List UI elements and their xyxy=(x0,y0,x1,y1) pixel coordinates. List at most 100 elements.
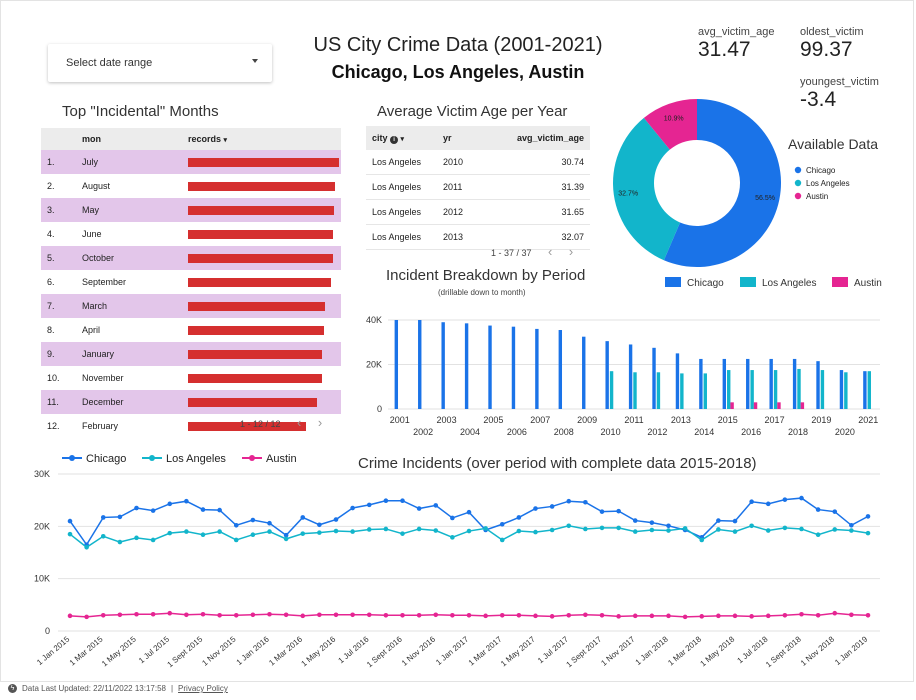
data-point[interactable] xyxy=(217,613,222,618)
data-point[interactable] xyxy=(233,613,239,618)
data-point[interactable] xyxy=(815,613,821,618)
data-point[interactable] xyxy=(732,518,738,524)
incident-breakdown-bar-chart[interactable]: Chicago Los Angeles Austin 0 20K 40K 20012002… xyxy=(360,270,915,440)
legend-label[interactable]: Los Angeles xyxy=(806,179,850,188)
data-point[interactable] xyxy=(333,612,339,618)
data-point[interactable] xyxy=(516,528,522,534)
bar-los-angeles[interactable] xyxy=(750,370,754,409)
data-point[interactable] xyxy=(150,537,156,543)
data-point[interactable] xyxy=(267,529,272,534)
data-point[interactable] xyxy=(350,612,355,618)
table-row[interactable]: 12. February xyxy=(41,414,341,438)
data-point[interactable] xyxy=(599,525,605,531)
data-point[interactable] xyxy=(865,613,871,618)
data-point[interactable] xyxy=(749,614,754,619)
scorecard-youngest-victim[interactable]: youngest_victim -3.4 xyxy=(800,76,879,112)
bar-chicago[interactable] xyxy=(769,358,773,409)
data-point[interactable] xyxy=(599,509,605,514)
data-point[interactable] xyxy=(167,501,173,507)
data-point[interactable] xyxy=(84,614,89,620)
data-point[interactable] xyxy=(765,528,771,533)
data-point[interactable] xyxy=(682,614,688,620)
chevron-right-icon[interactable]: › xyxy=(568,244,574,259)
bar-los-angeles[interactable] xyxy=(609,371,614,409)
bar-los-angeles[interactable] xyxy=(680,373,684,409)
data-point[interactable] xyxy=(233,537,239,543)
data-point[interactable] xyxy=(516,515,522,520)
data-point[interactable] xyxy=(616,614,621,619)
legend-label[interactable]: Chicago xyxy=(806,166,836,175)
column-header-yr[interactable]: yr xyxy=(439,126,494,150)
data-point[interactable] xyxy=(849,528,854,533)
data-point[interactable] xyxy=(765,501,771,507)
privacy-policy-link[interactable]: Privacy Policy xyxy=(178,684,228,693)
bar-chicago[interactable] xyxy=(792,358,797,409)
legend-label[interactable]: Los Angeles xyxy=(762,278,817,289)
bar-chicago[interactable] xyxy=(441,322,445,409)
data-point[interactable] xyxy=(716,613,721,619)
bar-los-angeles[interactable] xyxy=(797,368,801,409)
data-point[interactable] xyxy=(815,507,821,512)
data-point[interactable] xyxy=(499,521,505,527)
data-point[interactable] xyxy=(533,529,538,535)
data-point[interactable] xyxy=(283,532,289,538)
data-point[interactable] xyxy=(466,528,472,534)
data-point[interactable] xyxy=(499,613,505,618)
column-header-records[interactable]: records ▾ xyxy=(187,128,341,150)
series-line-chicago[interactable] xyxy=(69,497,869,547)
data-point[interactable] xyxy=(632,529,638,534)
data-point[interactable] xyxy=(549,504,555,509)
bar-los-angeles[interactable] xyxy=(867,371,871,409)
data-point[interactable] xyxy=(799,526,804,532)
table-row[interactable]: Los Angeles 2012 31.65 xyxy=(366,199,590,225)
table-row[interactable]: 9. January xyxy=(41,342,341,366)
data-point[interactable] xyxy=(566,523,572,529)
data-point[interactable] xyxy=(632,613,638,619)
data-point[interactable] xyxy=(716,527,721,532)
data-point[interactable] xyxy=(666,528,671,533)
data-point[interactable] xyxy=(765,613,771,619)
chevron-right-icon[interactable]: › xyxy=(317,415,323,430)
data-point[interactable] xyxy=(849,612,854,618)
bar-chicago[interactable] xyxy=(863,371,867,409)
bar-chicago[interactable] xyxy=(816,361,820,409)
legend-label[interactable]: Austin xyxy=(806,192,828,201)
data-point[interactable] xyxy=(300,515,306,520)
data-point[interactable] xyxy=(217,507,222,513)
data-point[interactable] xyxy=(67,613,73,619)
data-point[interactable] xyxy=(317,522,322,528)
donut-slice-los-angeles[interactable] xyxy=(613,117,681,261)
data-point[interactable] xyxy=(749,499,754,505)
data-point[interactable] xyxy=(233,522,239,528)
chevron-left-icon[interactable]: ‹ xyxy=(297,415,302,430)
data-point[interactable] xyxy=(583,612,588,618)
bar-austin[interactable] xyxy=(800,402,805,409)
table-row[interactable]: 10. November xyxy=(41,366,341,390)
bar-chicago[interactable] xyxy=(511,326,516,409)
bar-chicago[interactable] xyxy=(582,336,586,409)
data-point[interactable] xyxy=(583,499,588,505)
data-point[interactable] xyxy=(416,506,422,511)
data-point[interactable] xyxy=(117,514,123,520)
data-point[interactable] xyxy=(832,610,838,616)
data-point[interactable] xyxy=(134,535,139,541)
data-point[interactable] xyxy=(533,613,538,619)
bar-los-angeles[interactable] xyxy=(703,373,707,409)
data-point[interactable] xyxy=(649,613,655,619)
bar-austin[interactable] xyxy=(753,402,758,409)
data-point[interactable] xyxy=(483,613,488,619)
table-row[interactable]: 11. December xyxy=(41,390,341,414)
legend-label[interactable]: Chicago xyxy=(687,278,724,289)
bar-chicago[interactable] xyxy=(699,358,703,409)
data-point[interactable] xyxy=(184,612,189,618)
data-point[interactable] xyxy=(599,613,605,618)
column-header-mon[interactable]: mon xyxy=(81,128,187,150)
data-point[interactable] xyxy=(167,530,173,536)
data-point[interactable] xyxy=(450,613,455,618)
bar-chicago[interactable] xyxy=(464,323,469,409)
data-point[interactable] xyxy=(483,526,488,531)
data-point[interactable] xyxy=(732,529,738,534)
data-point[interactable] xyxy=(184,529,189,534)
bar-los-angeles[interactable] xyxy=(820,370,825,409)
bar-chicago[interactable] xyxy=(605,341,609,409)
